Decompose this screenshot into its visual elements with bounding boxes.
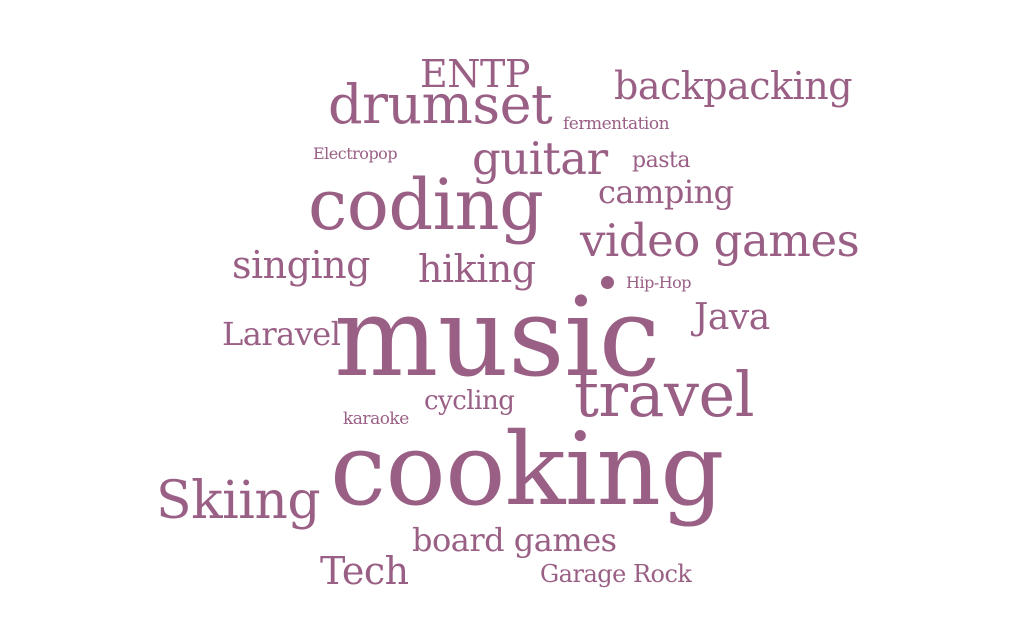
word-drumset: drumset — [328, 73, 553, 136]
word-java: Java — [694, 297, 770, 338]
word-skiing: Skiing — [156, 471, 321, 531]
word-video-games: video games — [580, 214, 860, 267]
word-tech: Tech — [320, 549, 409, 593]
word-garage-rock: Garage Rock — [540, 560, 692, 588]
word-cooking: cooking — [330, 411, 724, 528]
word-camping: camping — [598, 173, 734, 211]
word-laravel: Laravel — [222, 315, 341, 353]
dot-mark — [601, 276, 614, 289]
word-hip-hop: Hip-Hop — [626, 273, 692, 292]
word-travel: travel — [574, 358, 755, 431]
word-entp: ENTP — [420, 52, 530, 96]
word-hiking: hiking — [418, 247, 536, 291]
word-singing: singing — [232, 243, 370, 287]
word-coding: coding — [308, 164, 544, 246]
word-pasta: pasta — [632, 148, 690, 173]
word-music: music — [334, 273, 660, 401]
word-guitar: guitar — [472, 132, 608, 185]
word-electropop: Electropop — [313, 144, 398, 163]
word-cycling: cycling — [424, 386, 515, 416]
word-karaoke: karaoke — [343, 409, 409, 429]
word-board-games: board games — [412, 521, 617, 559]
word-backpacking: backpacking — [614, 64, 853, 108]
word-fermentation: fermentation — [563, 114, 670, 134]
